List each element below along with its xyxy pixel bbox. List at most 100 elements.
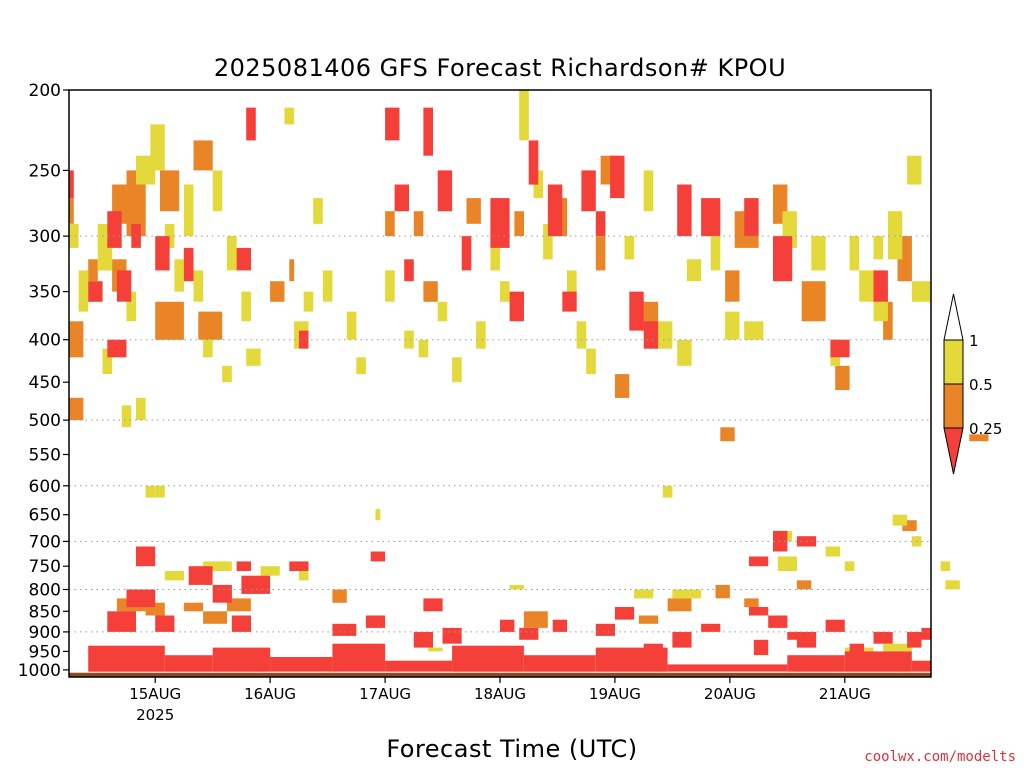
ri-cell <box>614 374 630 398</box>
ri-cell <box>787 631 802 640</box>
y-tick-label: 550 <box>29 446 61 466</box>
ri-cell <box>69 198 74 224</box>
ri-cell <box>102 348 113 374</box>
ri-cell <box>749 607 769 616</box>
color-legend: 1 0.5 0.25 <box>943 293 1002 475</box>
ri-cell <box>796 580 812 590</box>
ri-cell <box>911 281 931 302</box>
ri-cell <box>69 223 79 248</box>
ri-cell <box>428 647 443 652</box>
surface-ri-band <box>667 664 716 672</box>
x-tick-label: 20AUG <box>704 685 756 703</box>
ri-cell <box>303 291 314 312</box>
y-tick-label: 350 <box>29 283 61 303</box>
ri-cell <box>725 311 740 340</box>
ri-cell <box>844 561 855 571</box>
y-tick-label: 850 <box>29 602 61 622</box>
ri-cell <box>107 339 127 358</box>
surface-ri-band <box>88 645 165 672</box>
ri-cell <box>413 631 433 648</box>
ri-cell <box>203 611 227 624</box>
ri-cell <box>921 627 931 640</box>
y-tick-label: 400 <box>29 331 61 351</box>
surface-ri-band <box>452 645 524 672</box>
ri-cell <box>490 198 510 248</box>
ri-cell <box>552 619 568 632</box>
surface-ri-band <box>385 660 453 672</box>
ri-cell <box>270 281 285 302</box>
ri-cell <box>418 339 429 358</box>
ri-cell <box>69 397 84 421</box>
ri-cell <box>777 556 797 571</box>
ri-cell <box>437 301 448 322</box>
y-tick-label: 750 <box>29 557 61 577</box>
ri-cell <box>260 566 280 576</box>
ri-cell <box>686 259 702 282</box>
ri-cell <box>155 301 184 340</box>
ri-cell <box>744 198 759 237</box>
y-tick-label: 900 <box>29 623 61 643</box>
ri-cell <box>801 281 826 322</box>
legend-swatch-gt1 <box>943 293 964 341</box>
ri-cell <box>121 405 132 428</box>
ri-cell <box>595 623 615 636</box>
ri-cell <box>887 211 903 260</box>
x-tick-label: 18AUG <box>474 685 526 703</box>
ri-cell <box>126 291 137 322</box>
ri-cell <box>514 211 524 237</box>
ri-cell <box>677 184 692 237</box>
surface-ri-band <box>715 664 788 672</box>
x-tick-year: 2025 <box>136 706 174 724</box>
ri-cell <box>404 259 414 282</box>
ri-cell <box>183 247 194 282</box>
ri-cell <box>442 627 462 644</box>
ri-cell <box>638 615 659 624</box>
ri-cell <box>370 551 386 562</box>
ri-cell <box>193 140 213 171</box>
ri-cell <box>753 639 769 656</box>
surface-ri-band <box>164 655 213 672</box>
ri-cell <box>155 236 170 271</box>
ri-cell <box>509 291 524 322</box>
ri-cell <box>567 270 577 302</box>
ri-cell <box>198 311 223 340</box>
ri-cell <box>715 584 730 599</box>
ri-cell <box>773 530 788 552</box>
ri-cell <box>322 270 333 302</box>
ri-cell <box>500 619 515 632</box>
ri-cell <box>423 281 438 302</box>
ri-cell <box>365 615 386 628</box>
ri-cell <box>586 348 596 374</box>
ri-cell <box>873 270 888 302</box>
ri-cell <box>188 566 213 585</box>
ri-cell <box>88 259 98 282</box>
ri-cell <box>385 270 395 302</box>
ri-cell <box>126 170 146 237</box>
ri-cell <box>476 321 486 349</box>
ri-cell <box>107 211 122 248</box>
ri-cell <box>576 321 587 349</box>
ri-cell <box>332 589 347 603</box>
ri-cell <box>634 589 654 599</box>
ri-cell <box>212 170 223 212</box>
ri-cell <box>222 365 232 383</box>
legend-swatch-lt0.25 <box>943 427 964 475</box>
y-tick-label: 700 <box>29 532 61 552</box>
ri-cell <box>811 236 826 271</box>
x-tick-label: 15AUG <box>129 685 181 703</box>
x-axis-ticks: 15AUG 2025 16AUG 17AUG 18AUG 19AUG 20AUG 21AUG <box>129 677 871 724</box>
ri-cell <box>830 339 850 358</box>
ri-cell <box>126 589 156 608</box>
ri-cell <box>849 236 860 271</box>
ri-cell <box>500 281 510 302</box>
ri-cell <box>78 270 89 312</box>
ri-cell <box>136 546 156 567</box>
ri-cell <box>643 170 654 212</box>
ri-cell <box>155 485 165 498</box>
ri-cell <box>193 270 204 302</box>
ri-cell <box>543 223 553 260</box>
ri-cell <box>595 236 606 271</box>
credit-text: coolwx.com/modelts <box>864 749 1016 765</box>
y-tick-label: 500 <box>29 411 61 431</box>
ri-cell <box>662 485 673 498</box>
